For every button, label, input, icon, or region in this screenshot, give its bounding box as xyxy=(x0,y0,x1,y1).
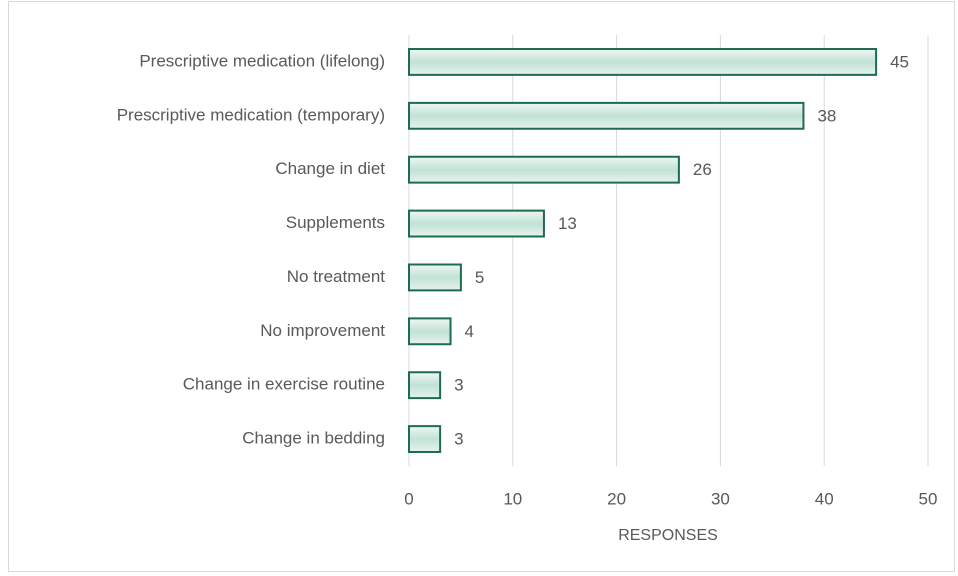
data-label: 3 xyxy=(454,430,463,449)
x-tick-label: 0 xyxy=(404,489,413,508)
bar xyxy=(408,155,680,184)
data-label: 38 xyxy=(817,106,836,125)
x-tick-label: 40 xyxy=(815,489,834,508)
y-tick-label: Change in diet xyxy=(275,159,385,178)
x-tick-label: 50 xyxy=(919,489,938,508)
y-tick-label: No improvement xyxy=(260,321,385,340)
y-tick-label: Supplements xyxy=(286,213,385,232)
bar xyxy=(408,48,878,76)
chart-frame xyxy=(8,1,955,572)
data-label: 3 xyxy=(454,376,463,395)
x-axis-label: RESPONSES xyxy=(618,527,718,544)
bar xyxy=(408,425,442,453)
y-tick-label: Change in bedding xyxy=(242,429,385,448)
data-label: 4 xyxy=(465,322,474,341)
bar xyxy=(408,317,452,346)
data-label: 45 xyxy=(890,52,909,71)
data-label: 5 xyxy=(475,268,484,287)
bar xyxy=(408,209,545,238)
bar xyxy=(408,263,462,292)
y-tick-label: Prescriptive medication (lifelong) xyxy=(139,51,385,70)
bar xyxy=(408,101,805,130)
data-label: 26 xyxy=(693,160,712,179)
y-tick-label: No treatment xyxy=(287,267,386,286)
data-label: 13 xyxy=(558,214,577,233)
y-tick-label: Prescriptive medication (temporary) xyxy=(117,105,385,124)
y-tick-label: Change in exercise routine xyxy=(183,375,385,394)
x-tick-label: 20 xyxy=(607,489,626,508)
x-tick-label: 10 xyxy=(503,489,522,508)
x-tick-label: 30 xyxy=(711,489,730,508)
bar xyxy=(408,371,442,400)
